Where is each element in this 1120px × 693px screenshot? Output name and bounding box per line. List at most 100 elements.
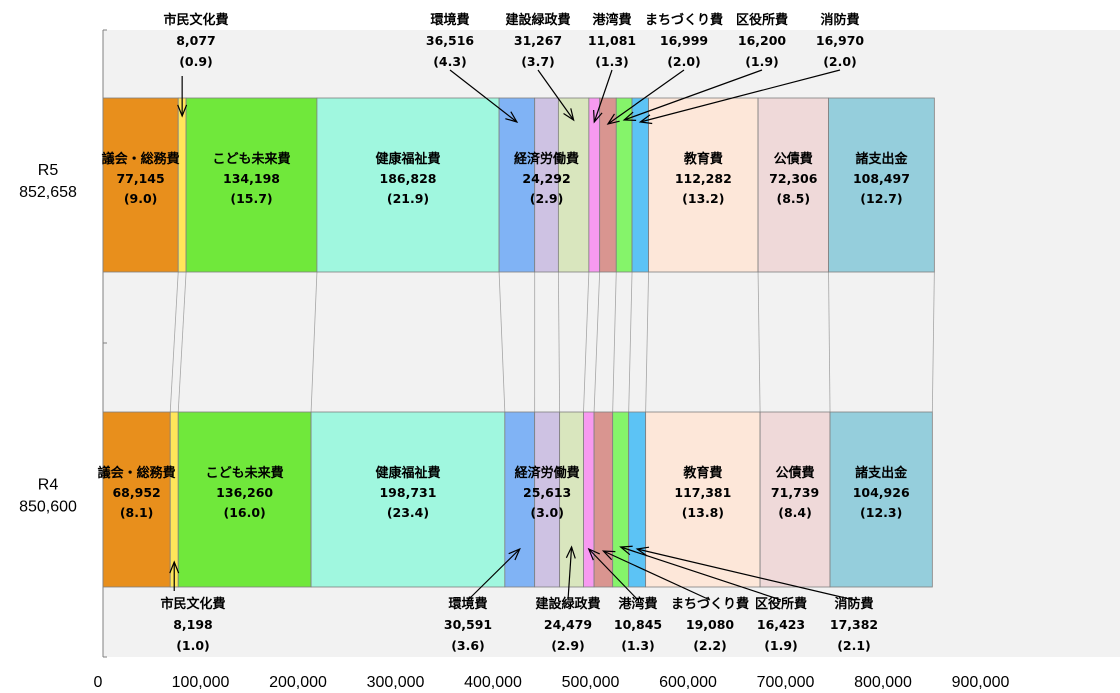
- callout-value-label: 16,200: [738, 33, 787, 48]
- callout-arrow-line: [588, 548, 639, 601]
- connector-line: [498, 271, 506, 413]
- bar-segment-shimin-r5: [177, 97, 187, 273]
- callout-value-label: 30,591: [444, 617, 492, 632]
- segment-connectors: [169, 271, 935, 413]
- connector-line: [310, 271, 318, 413]
- callout-arrow-line: [449, 69, 518, 123]
- bar-segment-shobo-r5: [631, 97, 649, 273]
- callout-pct-label: (2.1): [837, 638, 871, 653]
- segment-pct-label: (13.2): [682, 191, 724, 206]
- segment-pct-label: (9.0): [124, 191, 158, 206]
- callout-value-label: 16,970: [816, 33, 865, 48]
- segment-name-label: 公債費: [776, 465, 815, 481]
- callout-value-label: 16,999: [660, 33, 708, 48]
- x-tick-label: 200,000: [269, 674, 327, 691]
- segment-pct-label: (13.8): [682, 505, 724, 520]
- callout-labels: 市民文化費 8,077 (0.9) 環境費 36,516 (4.3) 建設緑政費 31,267…: [160, 12, 878, 653]
- callout-arrow-line: [607, 69, 685, 125]
- callout-value-label: 16,423: [757, 617, 805, 632]
- row-label-name: R4: [38, 477, 59, 494]
- bar-segment-kankyo-r4: [504, 411, 536, 588]
- callout-value-label: 8,198: [173, 617, 213, 632]
- bar-segment-kenko-r4: [310, 411, 506, 588]
- bar-segment-kensetsu-r5: [557, 97, 590, 273]
- x-tick-label: 500,000: [562, 674, 620, 691]
- segment-name-label: 諸支出金: [855, 151, 908, 167]
- callout-arrow-line: [640, 69, 841, 123]
- callout-arrow-head: [177, 104, 188, 118]
- callout-name-label: 市民文化費: [163, 12, 228, 28]
- segment-pct-label: (23.4): [387, 505, 429, 520]
- x-tick-label: 0: [94, 674, 103, 691]
- row-labels: R5 852,658 R4 850,600: [19, 162, 77, 516]
- bar-segment-machi-r4: [593, 411, 614, 588]
- segment-value-label: 186,828: [380, 171, 437, 186]
- segment-pct-label: (12.7): [860, 191, 902, 206]
- connector-line: [828, 271, 831, 413]
- callout-arrow-head: [593, 109, 603, 124]
- connector-line: [612, 271, 617, 413]
- x-axis-labels: 0 100,000 200,000 300,000 400,000 500,000 600,…: [94, 674, 1010, 691]
- bar-segment-kuyaku-r5: [615, 97, 633, 273]
- connector-line: [628, 271, 633, 413]
- callout-arrow-head: [622, 111, 637, 121]
- callout-pct-label: (3.7): [521, 54, 555, 69]
- row-label-name: R5: [38, 162, 59, 179]
- segment-name-label: 教育費: [682, 465, 722, 481]
- segment-value-label: 25,613: [523, 485, 571, 500]
- x-tick-label: 100,000: [172, 674, 230, 691]
- callout-name-label: 消防費: [820, 12, 859, 28]
- segment-value-label: 68,952: [112, 485, 160, 500]
- bar-segment-shoshi-r4: [829, 411, 933, 588]
- segment-pct-label: (12.3): [860, 505, 902, 520]
- callout-value-label: 10,845: [614, 617, 662, 632]
- segment-value-label: 108,497: [853, 171, 910, 186]
- bar-segment-kyoiku-r5: [648, 97, 759, 273]
- callout-name-label: 区役所費: [755, 596, 807, 612]
- callout-pct-label: (2.0): [667, 54, 701, 69]
- segment-name-label: 議会・総務費: [102, 151, 180, 167]
- callout-arrow-line: [623, 69, 763, 121]
- segment-pct-label: (2.9): [530, 191, 564, 206]
- bar-segment-kodomo-r4: [177, 411, 312, 588]
- callout-name-label: 消防費: [834, 596, 873, 612]
- segment-pct-label: (15.7): [230, 191, 272, 206]
- connector-line: [557, 271, 561, 413]
- segment-value-label: 24,292: [522, 171, 570, 186]
- segment-name-label: 健康福祉費: [375, 465, 440, 481]
- segment-pct-label: (16.0): [224, 505, 266, 520]
- callout-name-label: 建設緑政費: [535, 596, 600, 612]
- callout-arrow-head: [565, 545, 576, 559]
- segment-labels: 議会・総務費 77,145 (9.0) こども未来費 134,198 (15.7) 健康福祉…: [98, 151, 910, 520]
- segment-name-label: 健康福祉費: [376, 151, 441, 167]
- callout-arrow-head: [601, 550, 616, 561]
- segment-value-label: 104,926: [853, 485, 910, 500]
- x-tick-label: 800,000: [854, 674, 912, 691]
- callout-value-label: 19,080: [686, 617, 735, 632]
- segment-pct-label: (3.0): [530, 505, 564, 520]
- segment-name-label: 経済労働費: [514, 151, 579, 167]
- bar-segment-kosai-r5: [757, 97, 829, 273]
- callout-pct-label: (2.9): [551, 638, 585, 653]
- callout-value-label: 17,382: [830, 617, 878, 632]
- segment-value-label: 71,739: [771, 485, 819, 500]
- callout-name-label: 建設緑政費: [505, 12, 570, 28]
- callout-name-label: 環境費: [448, 596, 487, 612]
- segment-value-label: 72,306: [769, 171, 818, 186]
- callout-name-label: 港湾費: [592, 12, 631, 28]
- callout-pct-label: (1.3): [595, 54, 629, 69]
- segment-name-label: 公債費: [774, 151, 813, 167]
- row-label-total: 850,600: [19, 499, 77, 516]
- callout-name-label: 港湾費: [618, 596, 657, 612]
- x-tick-label: 700,000: [757, 674, 815, 691]
- callout-value-label: 8,077: [176, 33, 216, 48]
- callout-pct-label: (0.9): [179, 54, 213, 69]
- callout-pct-label: (1.9): [745, 54, 779, 69]
- segment-name-label: 経済労働費: [515, 465, 580, 481]
- callout-arrow-head: [638, 114, 653, 125]
- callout-name-label: まちづくり費: [671, 596, 749, 612]
- callout-arrow-head: [606, 113, 620, 125]
- y-axis-ticks: [103, 29, 107, 658]
- bar-segment-kenko-r5: [316, 97, 500, 273]
